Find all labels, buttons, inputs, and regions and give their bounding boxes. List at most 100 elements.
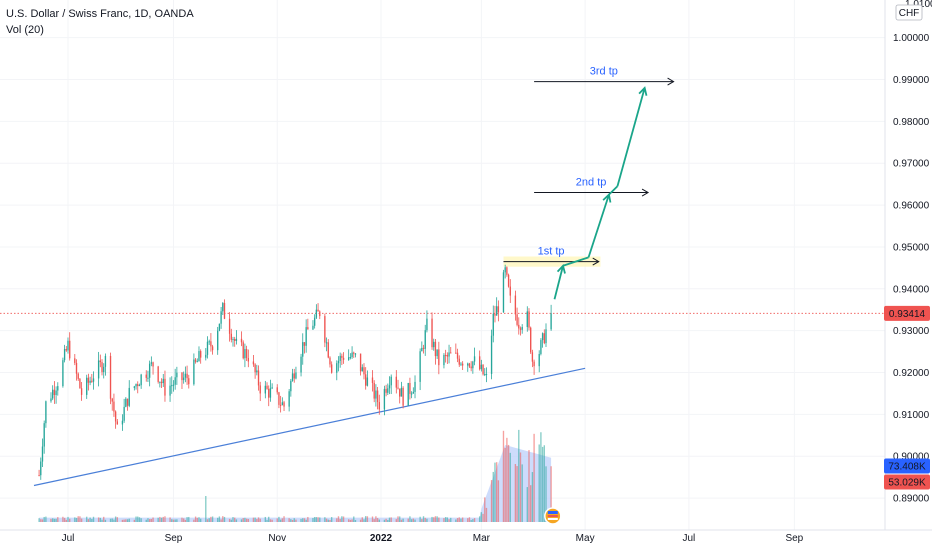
volume-bar [540,432,542,522]
volume-bar [519,452,522,522]
volume-bar [230,519,232,522]
candle-body [194,359,197,362]
volume-bar [147,518,149,522]
candle-body [104,355,107,367]
candle-body [518,324,520,329]
volume-bar [62,516,64,522]
candle-body [63,349,66,361]
symbol-title[interactable]: U.S. Dollar / Swiss Franc, 1D, OANDA [6,8,194,20]
candle-body [113,401,115,412]
volume-bar [313,517,316,522]
candle-body [455,352,457,354]
candle-body [336,363,338,373]
volume-bar [387,519,389,522]
volume-bar [279,519,282,522]
volume-bar [266,519,268,522]
candle-body [252,361,255,365]
price-axis[interactable]: 1.00000 0.99000 0.98000 0.97000 0.96000 0.950… [884,0,932,530]
candle-body [363,367,365,375]
volume-bar [45,516,47,522]
volume-bar [148,519,151,522]
volume-bar [388,517,391,522]
volume-bar [353,516,355,522]
candle-body [228,318,231,334]
candle-body [266,385,268,389]
candle-body [490,335,493,374]
candle-body [278,392,280,405]
volume-indicator-label[interactable]: Vol (20) [6,24,44,36]
candle-body [159,381,161,383]
candle-body [276,387,278,393]
candle-body [541,333,544,341]
volume-bar [176,519,178,522]
candle-body [342,357,345,360]
volume-bar [135,516,137,522]
projected-path-arrow[interactable] [553,86,648,300]
candles [38,264,552,480]
volume-bar [103,516,105,522]
volume-bar [40,519,42,522]
tp-arrowhead-2 [641,188,650,197]
candle-body [160,381,163,384]
candle-body [507,274,510,287]
candle-body [472,361,474,369]
candle-body [543,333,545,344]
candle-body [295,372,297,379]
time-tick-label: Sep [165,533,183,544]
volume-bar [211,516,214,522]
candle-body [530,327,532,353]
volume-bar [443,518,445,522]
volume-bar [208,518,210,522]
candle-body [446,355,449,357]
volume-bar [518,429,520,522]
volume-bar [434,516,437,522]
price-tick-label: 0.97000 [893,159,930,170]
volume-bar [293,518,295,522]
volume-bar [169,517,171,522]
volume-bar [196,517,198,522]
volume-bar [92,516,95,522]
volume-bar [257,517,260,522]
candle-body [77,373,79,379]
volume-bar [300,518,302,522]
candle-body [55,390,57,395]
volume-bar [533,433,535,522]
volume-bar [324,517,326,522]
time-axis[interactable]: Jul Sep Nov 2022 Mar May Jul Sep [0,529,932,544]
candle-body [495,306,498,316]
candle-body [114,411,117,422]
candle-body [279,404,282,406]
volume-bar [349,519,352,522]
volume-bar [492,471,494,522]
volume-bar [514,464,517,522]
volume-bar [74,517,76,522]
candle-body [150,362,153,364]
volume-bar [426,518,428,522]
volume-bar [77,516,79,522]
candle-body [526,311,528,327]
candle-body [138,385,141,387]
candle-body [448,352,450,357]
volume-bars [38,429,552,522]
volume-bar [325,518,328,522]
candle-body [65,349,67,351]
volume-bar [52,518,54,522]
volume-bar [397,516,399,522]
candle-body [531,352,534,362]
event-flag-icon[interactable] [544,507,562,525]
trendline[interactable] [33,367,586,487]
candle-body [230,333,232,340]
volume-bar [200,518,202,522]
time-tick-label: May [576,533,595,544]
candle-body [473,356,476,362]
candle-body [550,313,552,330]
volume-bar [244,517,246,522]
time-tick-label: 2022 [370,533,393,544]
take-profit-lines[interactable]: 1st tp 2nd tp 3rd tp [503,66,675,266]
volume-bar [218,516,221,522]
candle-body [128,387,130,406]
volume-bar [181,517,183,522]
volume-bar [86,516,88,522]
candle-body [422,347,425,349]
